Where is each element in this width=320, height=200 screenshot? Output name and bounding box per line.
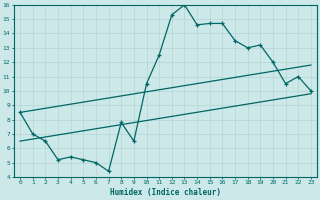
X-axis label: Humidex (Indice chaleur): Humidex (Indice chaleur) <box>110 188 221 197</box>
